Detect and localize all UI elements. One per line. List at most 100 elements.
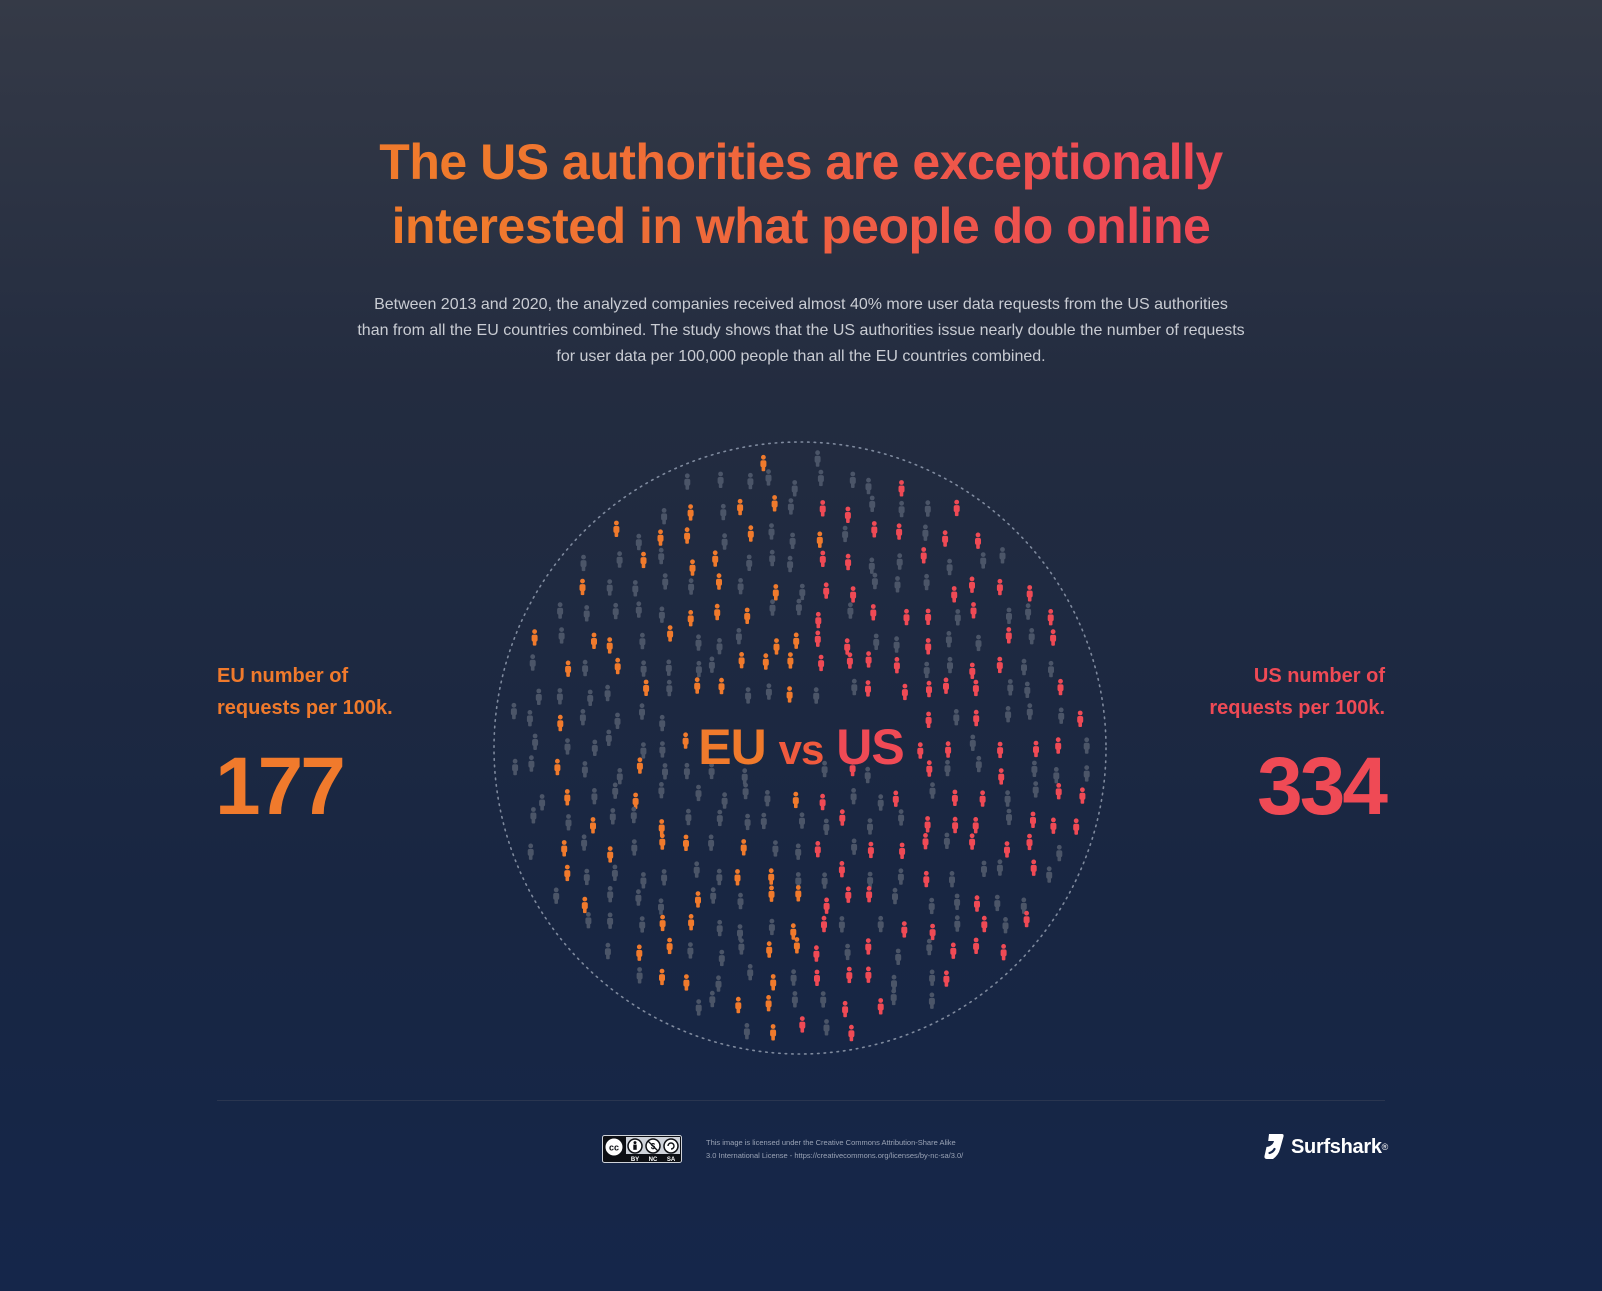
person-icon bbox=[851, 838, 858, 855]
person-icon bbox=[613, 520, 620, 537]
person-icon bbox=[712, 550, 719, 567]
surfshark-brand: Surfshark ® bbox=[1263, 1133, 1388, 1161]
person-icon bbox=[849, 759, 856, 777]
person-icon bbox=[973, 937, 980, 954]
person-icon bbox=[871, 572, 878, 590]
person-icon bbox=[838, 861, 845, 878]
person-icon bbox=[682, 732, 689, 749]
person-icon bbox=[717, 471, 724, 488]
person-icon bbox=[1031, 760, 1038, 777]
person-icon bbox=[865, 477, 872, 495]
person-icon bbox=[773, 638, 780, 655]
license-line-2: 3.0 International License - https://crea… bbox=[706, 1151, 964, 1160]
person-icon bbox=[561, 840, 568, 857]
person-icon bbox=[791, 480, 798, 497]
person-icon bbox=[867, 841, 874, 859]
us-stat-label: US number of requests per 100k. bbox=[1209, 660, 1385, 724]
person-icon bbox=[640, 872, 647, 889]
person-icon bbox=[659, 833, 666, 850]
person-icon bbox=[996, 656, 1003, 674]
page-title: The US authorities are exceptionally int… bbox=[0, 130, 1602, 258]
person-icon bbox=[969, 833, 976, 850]
person-icon bbox=[790, 923, 797, 940]
cc-by-text: BY bbox=[631, 1157, 639, 1163]
person-icon bbox=[532, 733, 539, 750]
person-icon bbox=[850, 788, 857, 805]
person-icon bbox=[864, 766, 871, 784]
person-icon bbox=[799, 812, 805, 829]
person-icon bbox=[952, 816, 959, 834]
person-icon bbox=[895, 948, 902, 965]
person-icon bbox=[640, 742, 647, 759]
person-icon bbox=[768, 918, 775, 936]
person-icon bbox=[616, 768, 623, 785]
person-icon bbox=[658, 606, 665, 623]
person-icon bbox=[640, 660, 647, 677]
person-icon bbox=[839, 809, 846, 826]
person-icon bbox=[659, 714, 666, 732]
person-icon bbox=[870, 604, 877, 621]
person-icon bbox=[636, 757, 643, 774]
person-icon bbox=[581, 834, 588, 851]
person-icon bbox=[512, 758, 519, 776]
person-icon bbox=[556, 688, 563, 705]
person-icon bbox=[658, 898, 664, 915]
person-icon bbox=[762, 653, 769, 670]
person-icon bbox=[814, 841, 821, 858]
person-icon bbox=[771, 495, 778, 512]
person-icon bbox=[734, 869, 741, 886]
person-icon bbox=[790, 969, 797, 986]
person-icon bbox=[819, 500, 826, 517]
person-icon bbox=[1026, 833, 1033, 851]
person-icon bbox=[996, 859, 1003, 876]
person-icon bbox=[926, 760, 933, 777]
person-icon bbox=[747, 472, 754, 490]
person-icon bbox=[998, 768, 1005, 785]
person-icon bbox=[847, 602, 854, 619]
person-icon bbox=[981, 860, 987, 877]
person-icon bbox=[1028, 628, 1035, 645]
person-icon bbox=[821, 760, 828, 778]
person-icon bbox=[893, 636, 900, 653]
person-icon bbox=[1079, 787, 1086, 804]
person-icon bbox=[954, 893, 961, 910]
person-icon bbox=[768, 523, 775, 540]
person-icon bbox=[923, 870, 930, 888]
person-icon bbox=[746, 554, 753, 571]
person-icon bbox=[950, 942, 957, 959]
person-icon bbox=[760, 812, 767, 830]
person-icon bbox=[997, 741, 1004, 759]
person-icon bbox=[1053, 767, 1060, 784]
person-icon bbox=[765, 995, 772, 1012]
person-icon bbox=[614, 712, 621, 729]
person-icon bbox=[970, 602, 977, 619]
person-icon bbox=[665, 659, 672, 676]
person-icon bbox=[658, 819, 665, 836]
person-icon bbox=[786, 686, 793, 703]
person-icon bbox=[579, 709, 586, 726]
crowd-boundary-ring bbox=[493, 441, 1107, 1055]
person-icon bbox=[694, 677, 701, 694]
person-icon bbox=[896, 523, 903, 540]
person-icon bbox=[687, 942, 694, 959]
person-icon bbox=[607, 886, 614, 903]
person-icon bbox=[1026, 585, 1033, 602]
person-icon bbox=[530, 807, 537, 824]
person-icon bbox=[873, 633, 880, 650]
person-icon bbox=[954, 609, 961, 626]
person-icon bbox=[1057, 678, 1064, 696]
person-icon bbox=[742, 782, 749, 800]
person-icon bbox=[787, 652, 794, 669]
person-icon bbox=[1050, 817, 1057, 834]
person-icon bbox=[770, 1024, 777, 1041]
person-icon bbox=[580, 554, 587, 572]
person-icon bbox=[539, 794, 546, 811]
person-icon bbox=[531, 629, 538, 646]
person-icon bbox=[923, 573, 930, 591]
person-icon bbox=[999, 547, 1006, 564]
person-icon bbox=[579, 578, 586, 596]
person-icon bbox=[581, 896, 588, 914]
person-icon bbox=[928, 897, 935, 915]
license-line-1: This image is licensed under the Creativ… bbox=[706, 1138, 956, 1147]
person-icon bbox=[716, 868, 723, 886]
